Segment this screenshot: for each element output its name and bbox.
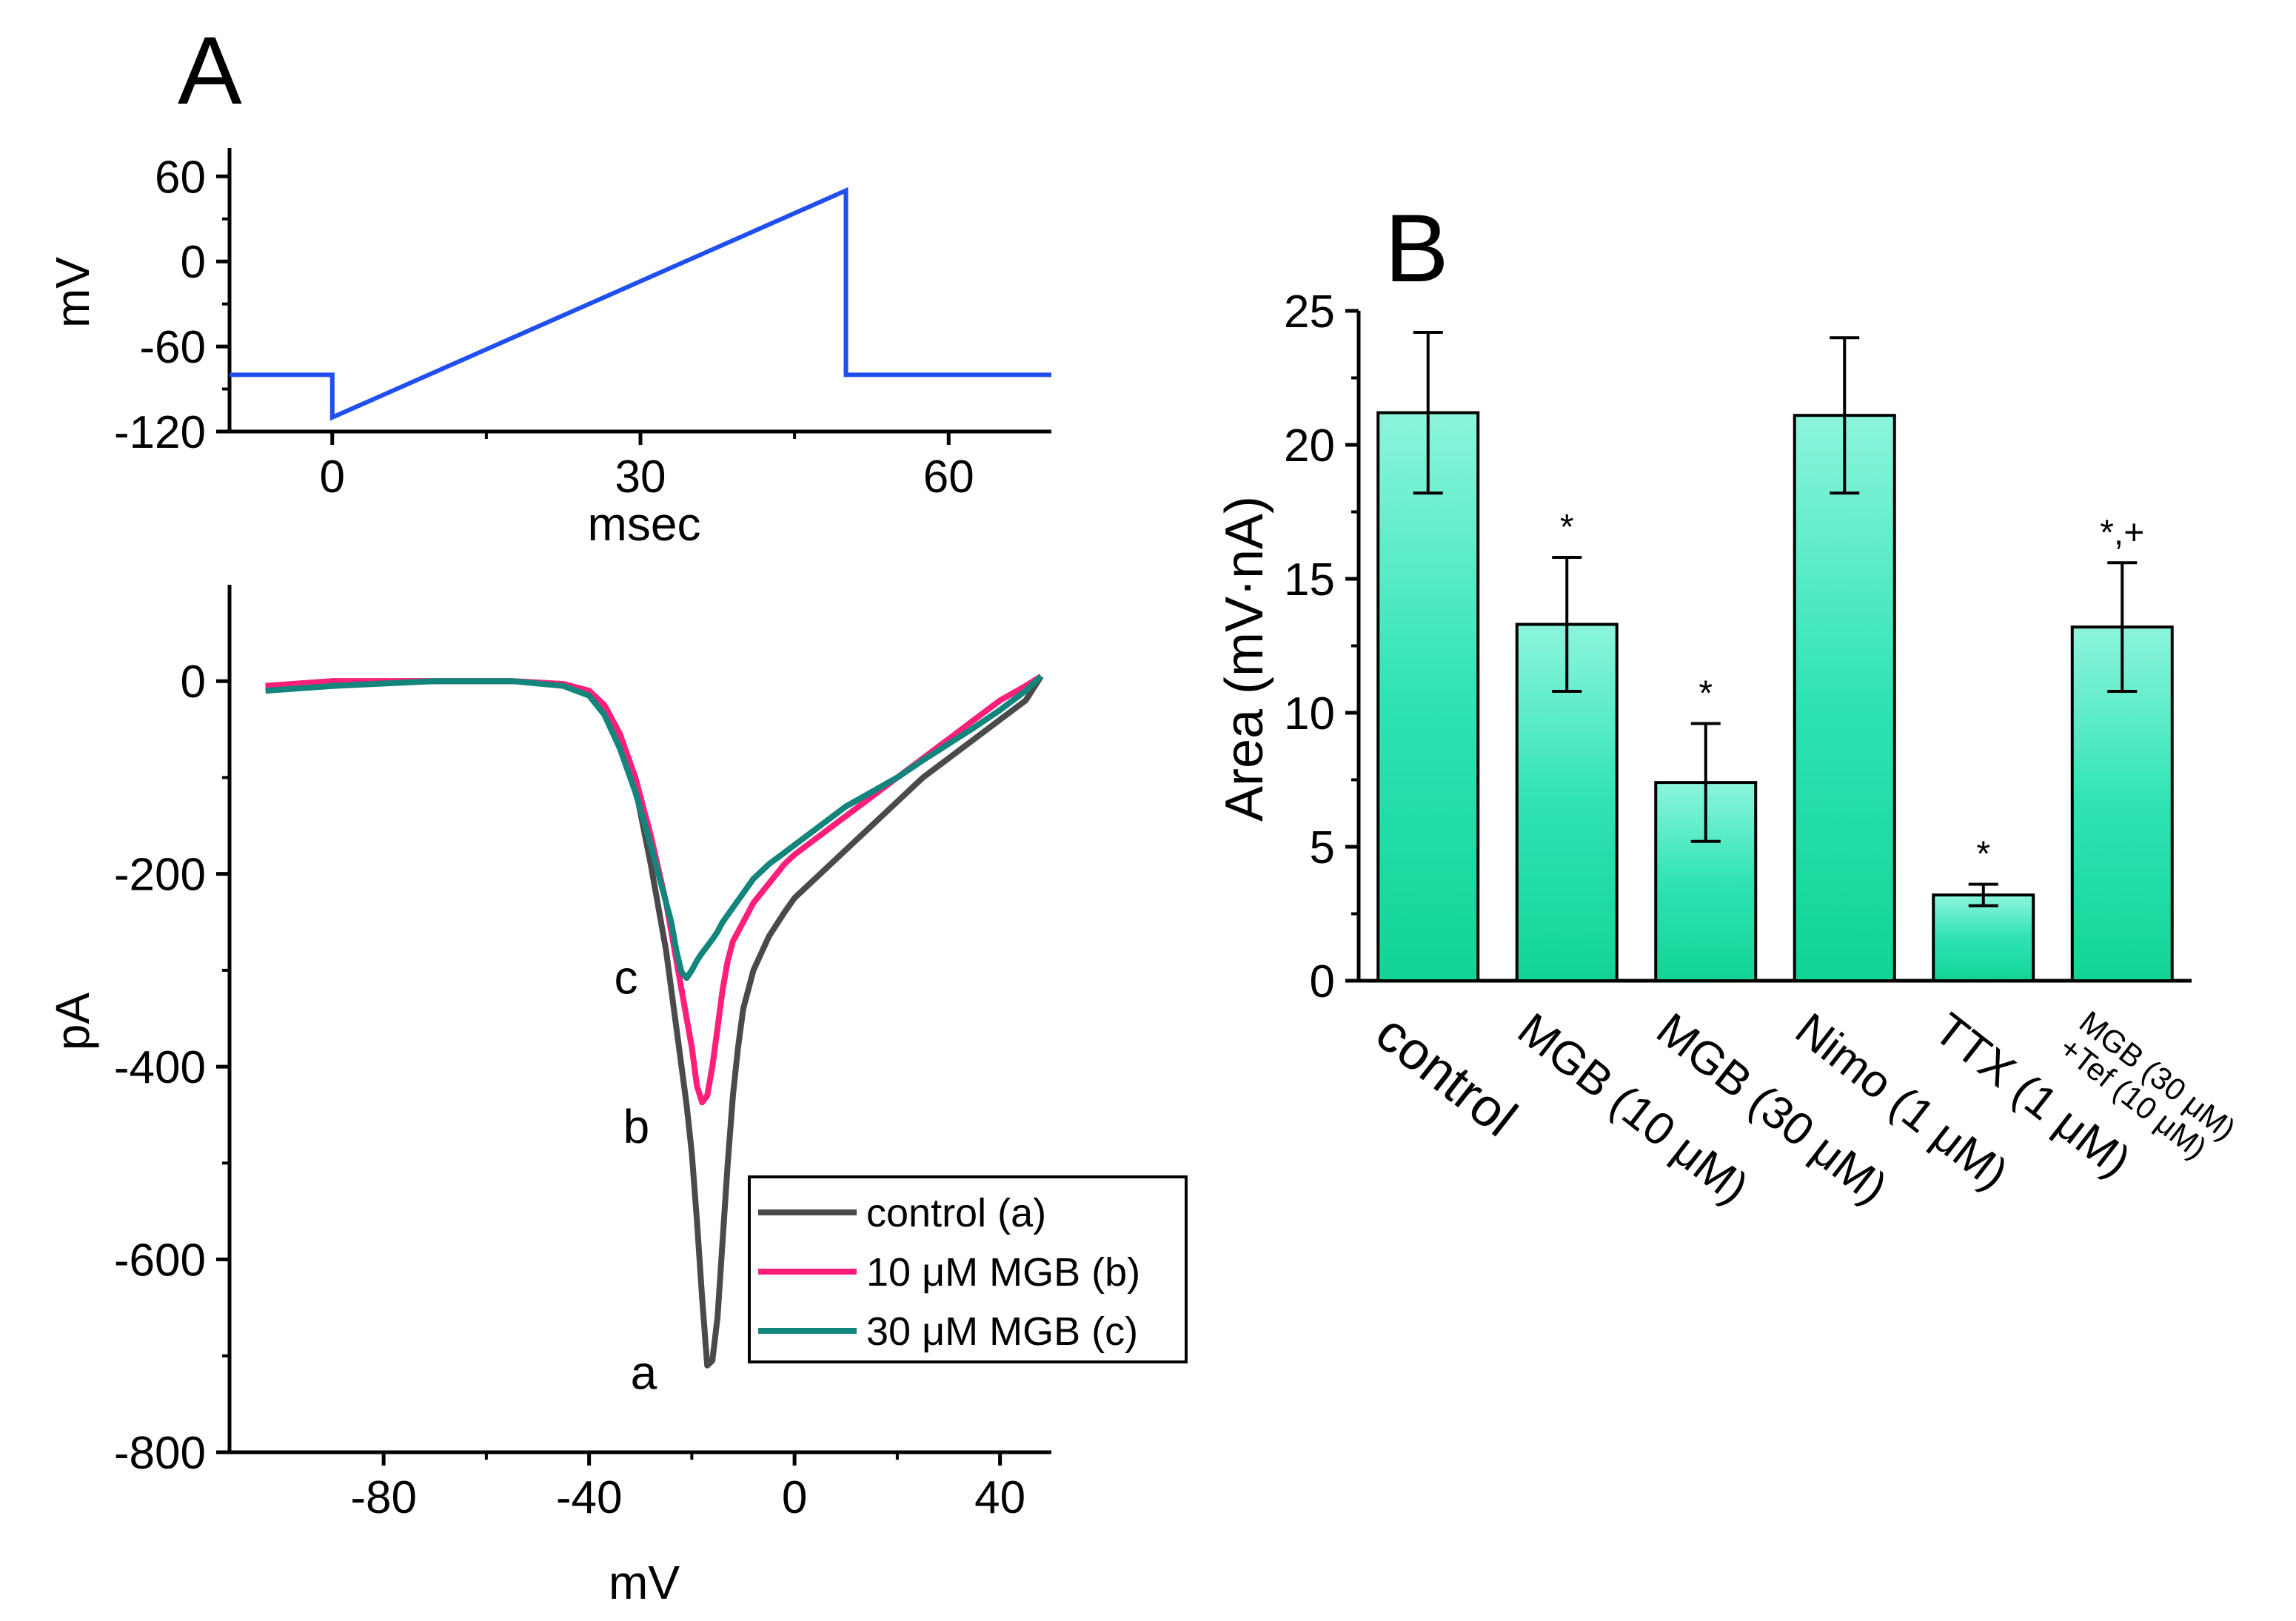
protocol-y-axis-label: mV xyxy=(46,257,99,328)
bar-marks: * * * *,+ xyxy=(1376,330,2174,983)
iv-legend-label: 30 μM MGB (c) xyxy=(866,1309,1138,1354)
iv-x-tick-label: -80 xyxy=(350,1472,417,1523)
panel-b-label: B xyxy=(1385,194,1449,302)
protocol-x-tick-label: 30 xyxy=(615,452,666,503)
protocol-x-tick-label: 0 xyxy=(320,452,345,503)
bar-y-tick-label: 5 xyxy=(1310,822,1335,873)
protocol-series-line xyxy=(230,187,1051,421)
bar-y-tick-label: 15 xyxy=(1284,554,1335,605)
bar-significance-label: * xyxy=(1976,835,1990,874)
bar-significance-label: * xyxy=(1698,674,1713,713)
bar-category-label: MGB (30 μM) xyxy=(1647,1004,1897,1214)
bar-y-tick-label: 0 xyxy=(1310,956,1335,1007)
bar-4 xyxy=(1932,893,2035,983)
iv-annotation-b: b xyxy=(623,1100,650,1153)
iv-x-axis-label: mV xyxy=(609,1556,680,1609)
iv-legend-label: 10 μM MGB (b) xyxy=(866,1250,1140,1295)
bar-category-label-line: MGB (10 μM) xyxy=(1508,1004,1758,1214)
iv-annotation-c: c xyxy=(615,950,638,1004)
iv-y-tick-label: -200 xyxy=(114,850,206,901)
protocol-x-tick-label: 60 xyxy=(923,452,974,503)
protocol-axes: 0 30 60 -120 -60 0 60 xyxy=(114,148,1051,503)
panel-a-label: A xyxy=(178,16,242,124)
protocol-y-tick-label: 60 xyxy=(155,152,206,203)
iv-y-tick-label: -400 xyxy=(114,1042,206,1093)
iv-legend-label: control (a) xyxy=(866,1191,1046,1235)
iv-x-tick-label: -40 xyxy=(556,1472,623,1523)
iv-annotations: a b c xyxy=(615,950,657,1399)
bar-axes: 0 5 10 15 20 25 xyxy=(1284,286,2192,1007)
iv-y-axis-label: pA xyxy=(46,993,99,1051)
bar-category-label: control xyxy=(1365,1003,1527,1148)
voltage-protocol-chart: 0 30 60 -120 -60 0 60 msec mV xyxy=(46,148,1051,551)
iv-mgb30-line xyxy=(265,674,1043,981)
bar-y-tick-label: 10 xyxy=(1284,688,1335,739)
iv-y-tick-label: -600 xyxy=(114,1235,206,1286)
iv-y-tick-label: 0 xyxy=(181,657,206,708)
bar-category-label-line: MGB (30 μM) xyxy=(1647,1004,1897,1214)
protocol-y-tick-label: -60 xyxy=(139,322,206,373)
bar-y-axis-label: Area (mV·nA) xyxy=(1215,496,1274,822)
iv-lines xyxy=(265,674,1044,1369)
iv-x-tick-label: 40 xyxy=(974,1472,1025,1523)
iv-y-tick-label: -800 xyxy=(114,1428,206,1479)
protocol-y-tick-label: 0 xyxy=(181,237,206,288)
protocol-y-tick-label: -120 xyxy=(114,407,206,458)
bar-category-label: MGB (10 μM) xyxy=(1508,1004,1758,1214)
bar-significance-label: * xyxy=(1560,508,1574,547)
bar-y-tick-label: 20 xyxy=(1284,420,1335,471)
bar-0 xyxy=(1376,411,1480,982)
iv-legend: control (a) 10 μM MGB (b) 30 μM MGB (c) xyxy=(748,1175,1188,1363)
bar-3 xyxy=(1793,414,1896,982)
bar-category-label-line: control xyxy=(1365,1003,1527,1148)
bar-significance-label: *,+ xyxy=(2100,513,2144,552)
iv-annotation-a: a xyxy=(631,1346,657,1399)
iv-x-tick-label: 0 xyxy=(782,1472,807,1523)
bar-y-tick-label: 25 xyxy=(1284,286,1335,338)
protocol-x-axis-label: msec xyxy=(588,497,701,551)
protocol-lines xyxy=(230,187,1051,421)
